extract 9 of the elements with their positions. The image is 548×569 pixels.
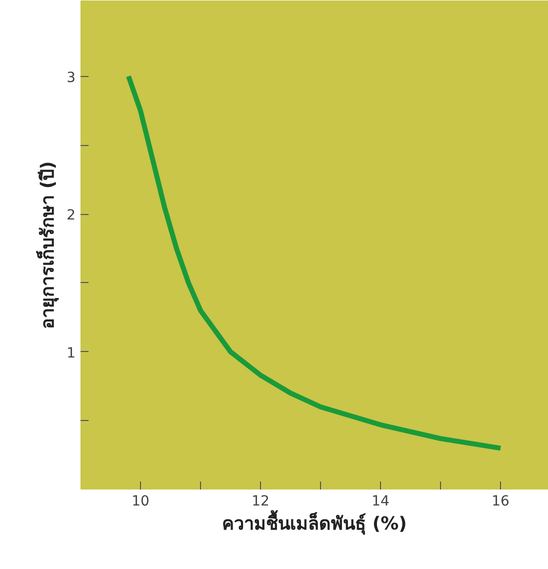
y-tick-label: 1 [66, 345, 76, 362]
y-tick-label: 3 [66, 70, 76, 86]
x-tick-label: 14 [372, 494, 390, 510]
x-tick-label: 16 [492, 494, 510, 510]
y-tick-label: 2 [66, 208, 76, 224]
y-axis-title: อายุการเก็บรักษา (ปี) [36, 161, 60, 329]
x-tick-label: 10 [132, 494, 150, 510]
x-tick-label: 12 [252, 494, 270, 510]
x-axis-title: ความชื้นเมล็ดพันธุ์ (%) [222, 510, 407, 536]
